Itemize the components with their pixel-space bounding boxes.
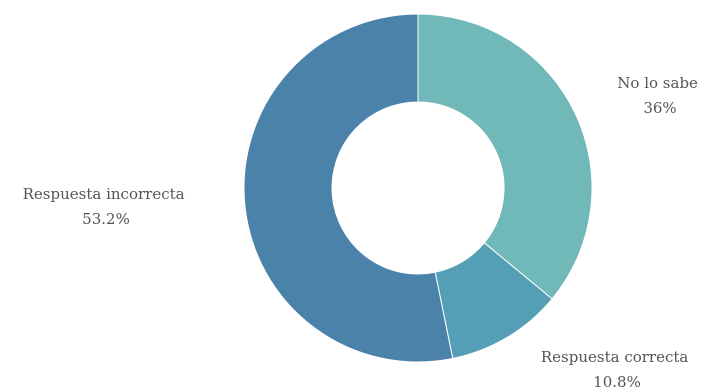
label-respuesta-correcta-name: Respuesta correcta <box>541 348 689 366</box>
label-no-lo-sabe-name: No lo sabe <box>617 74 698 92</box>
label-respuesta-incorrecta-name: Respuesta incorrecta <box>23 185 185 203</box>
label-respuesta-correcta: Respuesta correcta 10.8% <box>541 348 693 391</box>
slices-group <box>243 13 593 363</box>
label-respuesta-correcta-value: 10.8% <box>593 373 641 391</box>
slice-no-lo-sabe <box>417 13 593 300</box>
label-respuesta-incorrecta: Respuesta incorrecta 53.2% <box>23 185 190 228</box>
label-respuesta-incorrecta-value: 53.2% <box>82 210 130 228</box>
slice-respuesta-incorrecta <box>243 13 454 363</box>
label-no-lo-sabe-value: 36% <box>643 99 676 117</box>
label-no-lo-sabe: No lo sabe 36% <box>617 74 702 117</box>
